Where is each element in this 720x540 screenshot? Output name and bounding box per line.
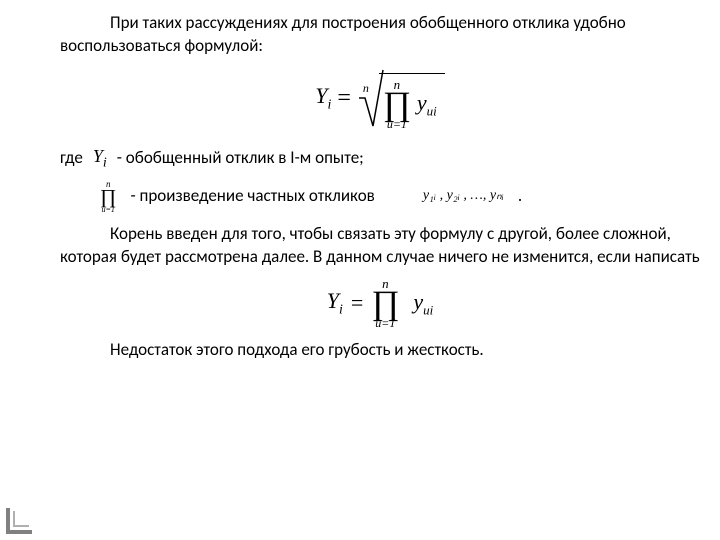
product-symbol: n ∏ u=1 [383,78,411,130]
symbol-Yi-2: Yi [327,286,343,320]
symbol-Yi-inline: Yi [93,144,107,173]
symbol-Yi: Yi [315,81,331,115]
closing-line: Недостаток этого подхода его грубость и … [60,339,700,362]
symbol-yui: yui [417,88,437,120]
where-line: где Yi - обобщенный отклик в I-м опыте; [60,144,700,173]
symbol-equals: = [337,82,351,114]
corner-decoration-icon [6,508,32,534]
radical-icon [357,66,385,130]
symbol-equals-2: = [351,288,363,318]
where-desc: - обобщенный отклик в I-м опыте; [117,147,364,170]
page-content: При таких рассуждениях для построения об… [0,0,720,382]
nth-root: n n ∏ u=1 yui [357,66,445,130]
symbol-yui-2: yui [413,287,433,319]
prod-line: n ∏ u=1 - произведение частных откликов … [100,180,700,213]
period: . [518,185,522,208]
prod-desc: - произведение частных откликов [130,185,374,208]
intro-paragraph: При таких рассуждениях для построения об… [60,12,700,58]
product-symbol-2: n ∏ u=1 [371,277,399,329]
small-product-icon: n ∏ u=1 [100,180,116,213]
formula-secondary: Yi = n ∏ u=1 yui [60,277,700,329]
body-paragraph: Корень введен для того, чтобы связать эт… [60,223,700,269]
where-label: где [60,147,83,170]
response-sequence: y₁ᵢ , y₂ᵢ , …, yₙᵢ [423,187,504,206]
formula-main: Yi = n n ∏ u=1 yui [60,66,700,130]
